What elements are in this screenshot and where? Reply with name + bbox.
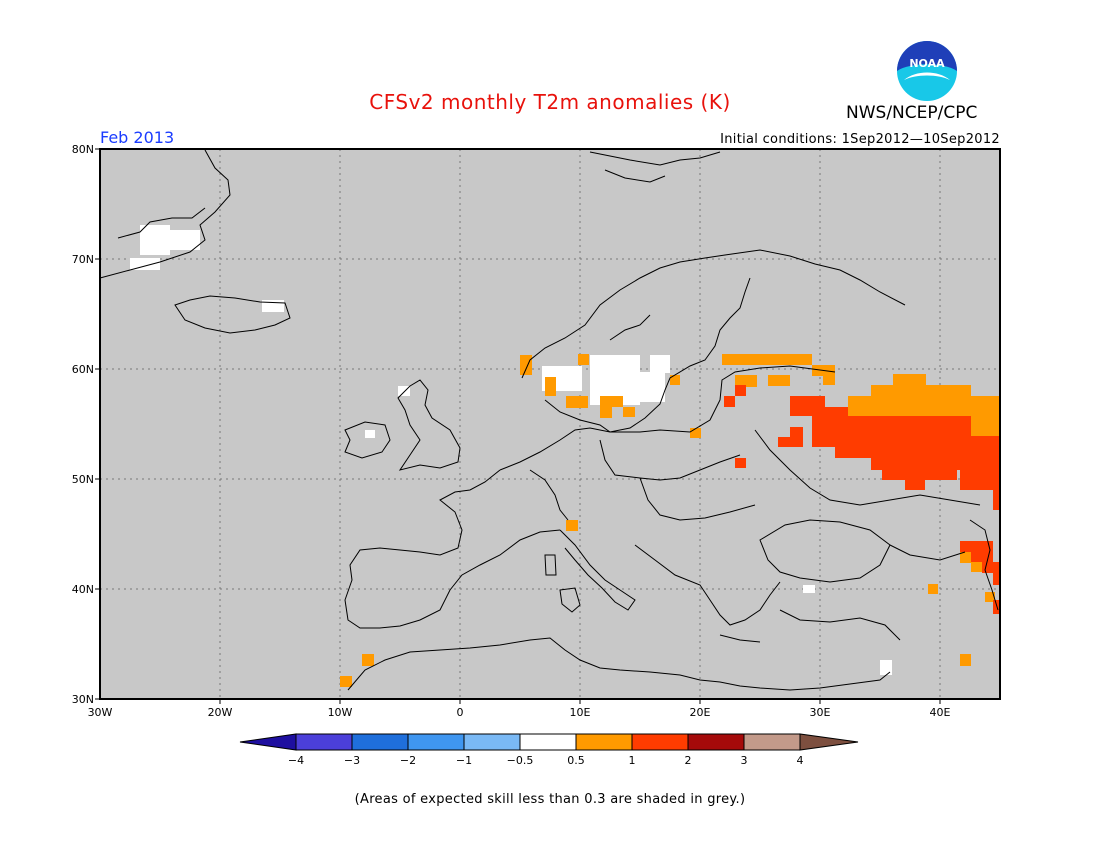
initial-conditions: Initial conditions: 1Sep2012—10Sep2012 [720,132,1000,147]
lat-label: 30N [72,693,94,706]
colorbar-tick: −0.5 [507,754,534,767]
agency-label: NWS/NCEP/CPC [846,103,978,123]
skill-footnote: (Areas of expected skill less than 0.3 a… [354,792,746,807]
forecast-month: Feb 2013 [100,128,175,147]
lon-label: 30W [88,706,113,719]
colorbar-segment [799,733,859,751]
anomaly-cells [130,225,1000,687]
colorbar-segment [519,733,577,751]
colorbar-tick: −4 [288,754,304,767]
colorbar-segment [743,733,801,751]
logo-text: NOAA [909,57,945,70]
noaa-logo: NOAA [896,40,958,102]
colorbar-segment [631,733,689,751]
colorbar-tick: 4 [797,754,804,767]
coastlines [99,149,999,691]
lon-label: 20W [208,706,233,719]
colorbar-tick: −1 [456,754,472,767]
lon-ticks [219,699,941,704]
colorbar-segment [295,733,353,751]
lon-labels: 30W 20W 10W 0 10E 20E 30E 40E [88,706,951,719]
colorbar-segment [575,733,633,751]
lat-ticks [95,148,100,700]
lat-label: 40N [72,583,94,596]
lon-label: 10E [570,706,591,719]
lon-label: 30E [810,706,831,719]
colorbar-segment [351,733,409,751]
colorbar-tick: 0.5 [567,754,585,767]
lon-label: 40E [930,706,951,719]
colorbar-tick: 1 [629,754,636,767]
lat-label: 60N [72,363,94,376]
colorbar-ticks: −4 −3 −2 −1 −0.5 0.5 1 2 3 4 [288,754,804,767]
lat-label: 80N [72,143,94,156]
colorbar-segment [463,733,521,751]
colorbar-tick: −3 [344,754,360,767]
colorbar [239,733,859,751]
colorbar-segment [687,733,745,751]
colorbar-segment [239,733,297,751]
colorbar-segment [407,733,465,751]
map-frame [99,148,1001,700]
colorbar-tick: −2 [400,754,416,767]
lat-labels: 30N 40N 50N 60N 70N 80N [72,143,94,706]
lon-label: 20E [690,706,711,719]
lon-label: 10W [328,706,353,719]
colorbar-tick: 3 [741,754,748,767]
map-title: CFSv2 monthly T2m anomalies (K) [369,90,731,114]
map-grid [100,149,1000,699]
colorbar-tick: 2 [685,754,692,767]
lat-label: 70N [72,253,94,266]
lon-label: 0 [457,706,464,719]
lat-label: 50N [72,473,94,486]
